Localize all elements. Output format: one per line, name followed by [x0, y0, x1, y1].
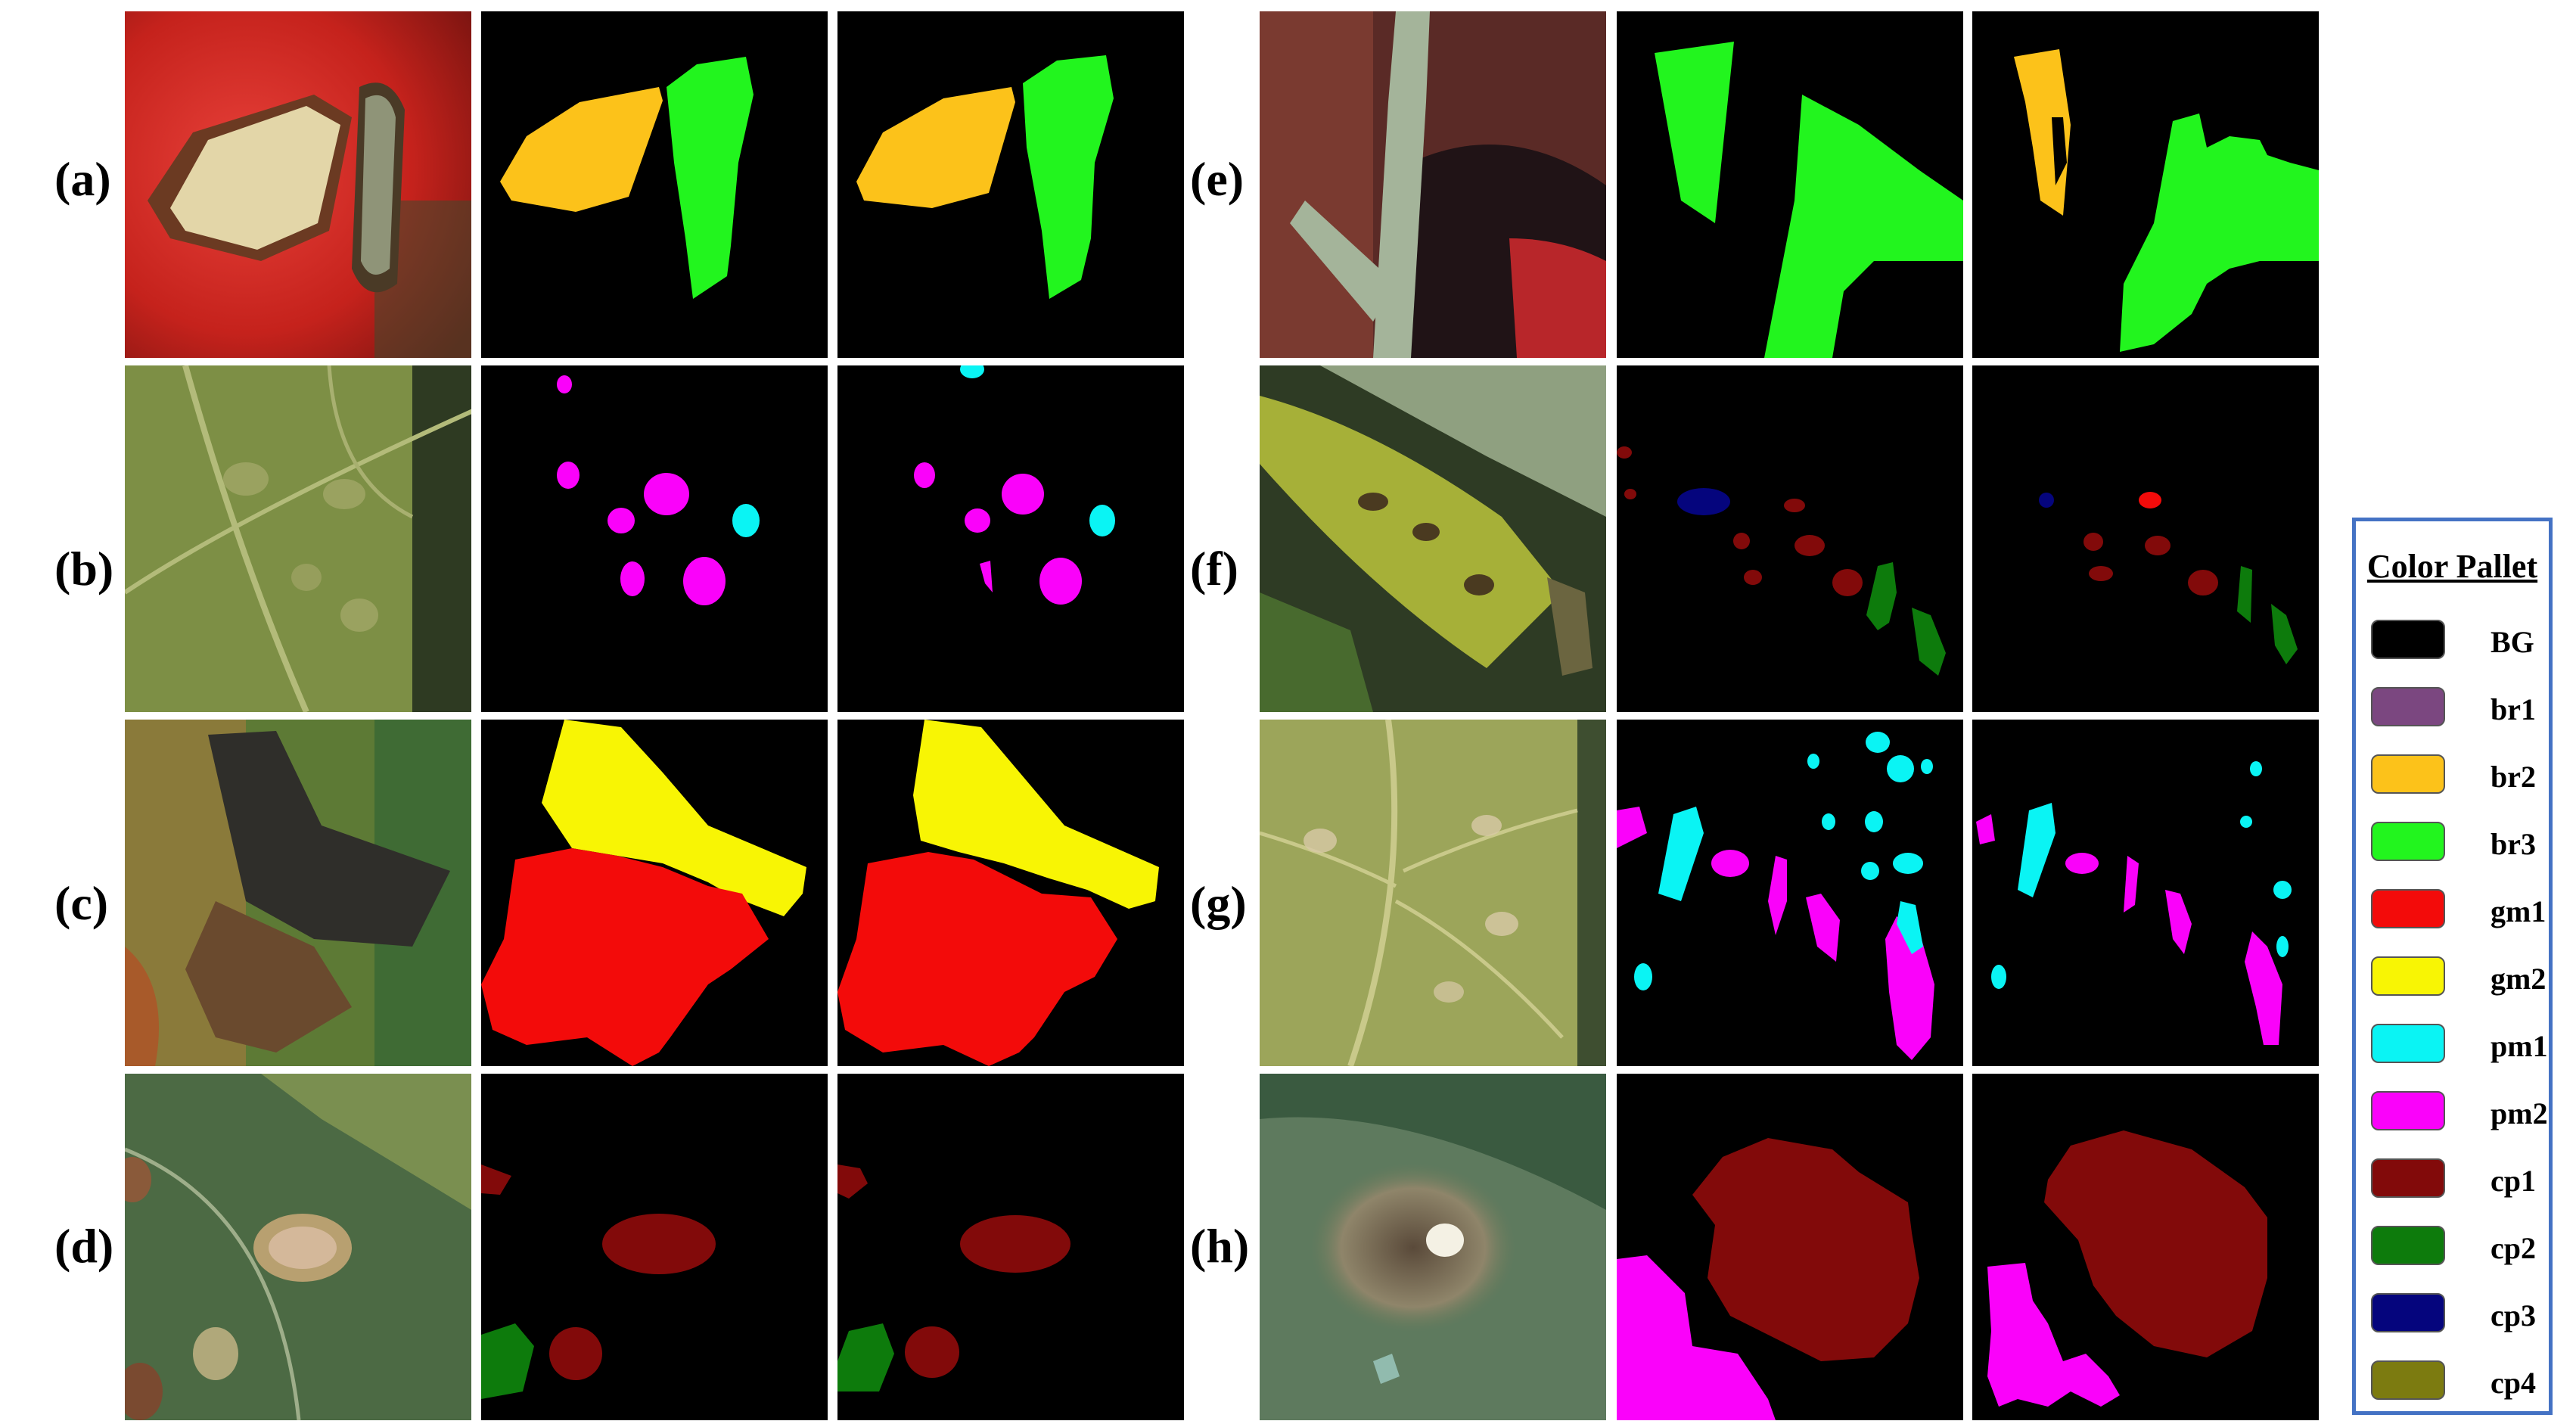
- legend-item-cp1: cp1: [2371, 1158, 2545, 1204]
- photo-a: [125, 11, 471, 358]
- legend-label-cp1: cp1: [2491, 1164, 2536, 1198]
- color-legend: Color Pallet BG br1 br2 br3 gm1 gm2 pm1 …: [2352, 518, 2553, 1415]
- row-label-c: (c): [54, 876, 109, 930]
- photo-e: [1260, 11, 1606, 358]
- legend-label-bg: BG: [2491, 625, 2534, 659]
- ground-truth-mask-a: [481, 11, 828, 358]
- legend-swatch-cp4: [2371, 1360, 2445, 1400]
- predicted-mask-e: [1972, 11, 2319, 358]
- legend-swatch-cp1: [2371, 1158, 2445, 1198]
- legend-swatch-br3: [2371, 822, 2445, 861]
- legend-item-pm1: pm1: [2371, 1024, 2548, 1069]
- predicted-mask-d: [837, 1074, 1184, 1420]
- legend-swatch-pm2: [2371, 1091, 2445, 1130]
- legend-label-pm2: pm2: [2491, 1096, 2548, 1130]
- ground-truth-mask-h: [1617, 1074, 1963, 1420]
- photo-g: [1260, 720, 1606, 1066]
- predicted-mask-b: [837, 365, 1184, 712]
- row-label-f: (f): [1190, 542, 1238, 595]
- legend-swatch-gm1: [2371, 889, 2445, 928]
- row-label-b: (b): [54, 542, 114, 595]
- photo-c: [125, 720, 471, 1066]
- legend-item-br2: br2: [2371, 754, 2545, 800]
- photo-f: [1260, 365, 1606, 712]
- legend-swatch-cp3: [2371, 1293, 2445, 1332]
- legend-item-cp3: cp3: [2371, 1293, 2545, 1339]
- predicted-mask-c: [837, 720, 1184, 1066]
- predicted-mask-a: [837, 11, 1184, 358]
- row-label-d: (d): [54, 1219, 114, 1273]
- ground-truth-mask-b: [481, 365, 828, 712]
- legend-item-bg: BG: [2371, 620, 2545, 665]
- legend-item-gm1: gm1: [2371, 889, 2546, 934]
- ground-truth-mask-c: [481, 720, 828, 1066]
- photo-b: [125, 365, 471, 712]
- legend-label-cp2: cp2: [2491, 1231, 2536, 1265]
- predicted-mask-g: [1972, 720, 2319, 1066]
- legend-swatch-gm2: [2371, 956, 2445, 996]
- legend-label-gm1: gm1: [2491, 894, 2546, 928]
- ground-truth-mask-e: [1617, 11, 1963, 358]
- legend-item-gm2: gm2: [2371, 956, 2546, 1002]
- legend-item-pm2: pm2: [2371, 1091, 2548, 1136]
- legend-swatch-br1: [2371, 687, 2445, 726]
- legend-label-cp4: cp4: [2491, 1366, 2536, 1400]
- legend-label-gm2: gm2: [2491, 962, 2546, 996]
- legend-item-br1: br1: [2371, 687, 2545, 732]
- row-label-e: (e): [1190, 152, 1244, 206]
- legend-label-br1: br1: [2491, 692, 2536, 726]
- legend-swatch-br2: [2371, 754, 2445, 794]
- legend-title: Color Pallet: [2366, 548, 2538, 585]
- legend-swatch-bg: [2371, 620, 2445, 659]
- legend-item-br3: br3: [2371, 822, 2545, 867]
- row-label-a: (a): [54, 152, 111, 206]
- legend-item-cp2: cp2: [2371, 1226, 2545, 1271]
- legend-label-cp3: cp3: [2491, 1298, 2536, 1332]
- legend-swatch-pm1: [2371, 1024, 2445, 1063]
- photo-d: [125, 1074, 471, 1420]
- legend-label-br2: br2: [2491, 760, 2536, 794]
- predicted-mask-h: [1972, 1074, 2319, 1420]
- ground-truth-mask-f: [1617, 365, 1963, 712]
- legend-label-br3: br3: [2491, 827, 2536, 861]
- row-label-h: (h): [1190, 1219, 1250, 1273]
- row-label-g: (g): [1190, 876, 1247, 930]
- predicted-mask-f: [1972, 365, 2319, 712]
- photo-h: [1260, 1074, 1606, 1420]
- ground-truth-mask-d: [481, 1074, 828, 1420]
- legend-swatch-cp2: [2371, 1226, 2445, 1265]
- ground-truth-mask-g: [1617, 720, 1963, 1066]
- legend-item-cp4: cp4: [2371, 1360, 2545, 1406]
- legend-label-pm1: pm1: [2491, 1029, 2548, 1063]
